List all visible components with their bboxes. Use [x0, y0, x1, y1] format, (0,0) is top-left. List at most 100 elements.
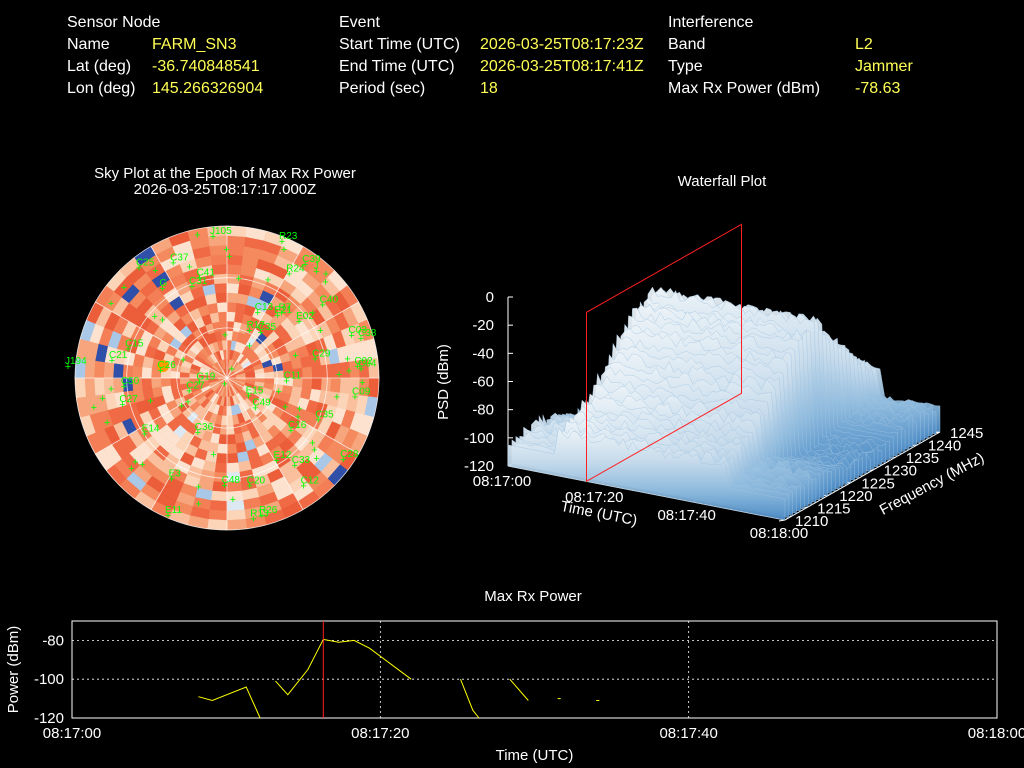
satellite-label: C38: [358, 328, 377, 339]
satellite-marker: +: [292, 350, 298, 362]
power-x-tick-label: 08:18:00: [968, 725, 1024, 742]
satellite-marker: +: [147, 395, 153, 407]
skyplot-spoke: [95, 377, 228, 455]
satellite-marker: +: [315, 415, 321, 427]
satellite-marker: +: [99, 393, 105, 405]
satellite-point: +J105: [210, 226, 232, 243]
power-series-segment: [509, 678, 529, 701]
satellite-marker: +: [288, 425, 294, 437]
satellite-marker: +: [210, 231, 216, 243]
satellite-label: C33: [292, 455, 311, 466]
satellite-label: C27: [119, 394, 138, 405]
satellite-marker: +: [128, 463, 134, 475]
satellite-marker: +: [358, 333, 364, 345]
waterfall-x-tick-label: 08:17:40: [657, 507, 715, 524]
sensor-lon-value: 145.266326904: [152, 80, 264, 97]
satellite-marker: +: [210, 449, 216, 461]
satellite-label: R26: [259, 505, 278, 516]
satellite-label: C48: [222, 475, 241, 486]
satellite-marker: +: [125, 344, 131, 356]
satellite-point: +G19: [196, 372, 216, 389]
satellite-label: G19: [196, 372, 215, 383]
satellite-point: +E02: [296, 311, 314, 328]
satellite-point: +C29: [312, 349, 331, 366]
satellite-point: +C13: [255, 302, 274, 319]
satellite-marker: +: [323, 269, 329, 281]
satellite-marker: +: [152, 265, 158, 277]
power-x-tick-label: 08:17:00: [43, 725, 101, 742]
satellite-point: +R7: [278, 302, 291, 319]
satellite-point: +C37: [170, 253, 189, 270]
waterfall-y-tick-label: 1240: [928, 438, 961, 455]
waterfall-z-tick-label: -40: [472, 345, 494, 362]
event-block: Event Start Time (UTC) 2026-03-25T08:17:2…: [339, 12, 644, 100]
waterfall-x-tick: [784, 515, 792, 521]
satellite-label: C12: [301, 476, 320, 487]
waterfall-y-tick-label: 1215: [817, 500, 850, 517]
sensor-node-block: Sensor Node Name FARM_SN3 Lat (deg) -36.74…: [67, 12, 263, 100]
satellite-label: J194: [65, 356, 87, 367]
satellite-label: C04: [358, 358, 377, 369]
satellite-marker: +: [194, 230, 200, 242]
satellite-label: E14: [142, 424, 160, 435]
satellite-marker: +: [157, 365, 163, 377]
satellite-point: +C31: [189, 276, 208, 293]
satellite-point: +C16: [288, 420, 307, 437]
interference-power-label: Max Rx Power (dBm): [668, 80, 821, 97]
satellite-point: +J194: [65, 356, 87, 373]
waterfall-x-tick-label: 08:17:00: [473, 473, 531, 490]
satellite-point: +R24: [286, 263, 305, 280]
satellite-marker: +: [196, 272, 202, 284]
skyplot-spoke: [95, 301, 228, 379]
event-end-value: 2026-03-25T08:17:41Z: [480, 58, 644, 75]
interference-type-value: Jammer: [855, 58, 913, 75]
satellite-marker: +: [246, 325, 252, 337]
satellite-point: +C35: [315, 410, 334, 427]
satellite-marker: +: [336, 369, 342, 381]
satellite-marker: +: [195, 427, 201, 439]
satellite-marker: +: [109, 355, 115, 367]
satellite-point: +E14: [141, 424, 159, 441]
satellite-marker: +: [296, 404, 302, 416]
satellite-point: +C38: [358, 328, 377, 345]
satellite-label: C41: [197, 267, 216, 278]
waterfall-z-tick-label: -60: [472, 374, 494, 391]
sensor-lon-label: Lon (deg): [67, 80, 136, 97]
satellite-point: +C26: [157, 360, 176, 377]
interference-block: Interference Band L2 Type Jammer Max Rx Po…: [668, 12, 913, 100]
satellite-label: C11: [284, 370, 302, 381]
satellite-marker: +: [312, 354, 318, 366]
satellite-marker: +: [317, 325, 323, 337]
satellite-marker: +: [281, 244, 287, 256]
satellite-marker: +: [352, 392, 358, 404]
satellite-marker: +: [279, 236, 285, 248]
satellite-label: G: [159, 278, 167, 289]
power-y-tick-label: -80: [42, 632, 64, 649]
satellite-marker: +: [313, 453, 319, 465]
satellite-marker: +: [132, 457, 138, 469]
satellite-point: +J: [313, 261, 319, 278]
satellite-label: E3: [169, 469, 182, 480]
power-xlabel: Time (UTC): [496, 747, 574, 764]
satellite-point: +C04: [358, 358, 377, 375]
satellite-marker: +: [195, 482, 201, 494]
satellite-label: C16: [288, 420, 307, 431]
skyplot-spoke: [226, 377, 359, 455]
interference-type-label: Type: [668, 58, 703, 75]
satellite-point: +R23: [279, 231, 298, 248]
skyplot-caption: Sky Plot at the Epoch of Max Rx Power 20…: [60, 166, 390, 198]
satellite-point: +C27: [186, 380, 205, 397]
satellite-label: R7: [278, 302, 291, 313]
power-title: Max Rx Power: [484, 588, 582, 605]
satellite-marker: +: [246, 341, 252, 353]
satellite-point: +C48: [221, 475, 240, 492]
power-x-tick-label: 08:17:20: [351, 725, 409, 742]
satellite-label: C26: [158, 360, 177, 371]
skyplot-spoke: [226, 301, 359, 379]
sensor-name-label: Name: [67, 36, 110, 53]
satellite-marker: +: [186, 262, 192, 274]
satellite-marker: +: [104, 417, 110, 429]
satellite-marker: +: [296, 316, 302, 328]
satellite-label: E12: [274, 450, 292, 461]
satellite-marker: +: [340, 454, 346, 466]
